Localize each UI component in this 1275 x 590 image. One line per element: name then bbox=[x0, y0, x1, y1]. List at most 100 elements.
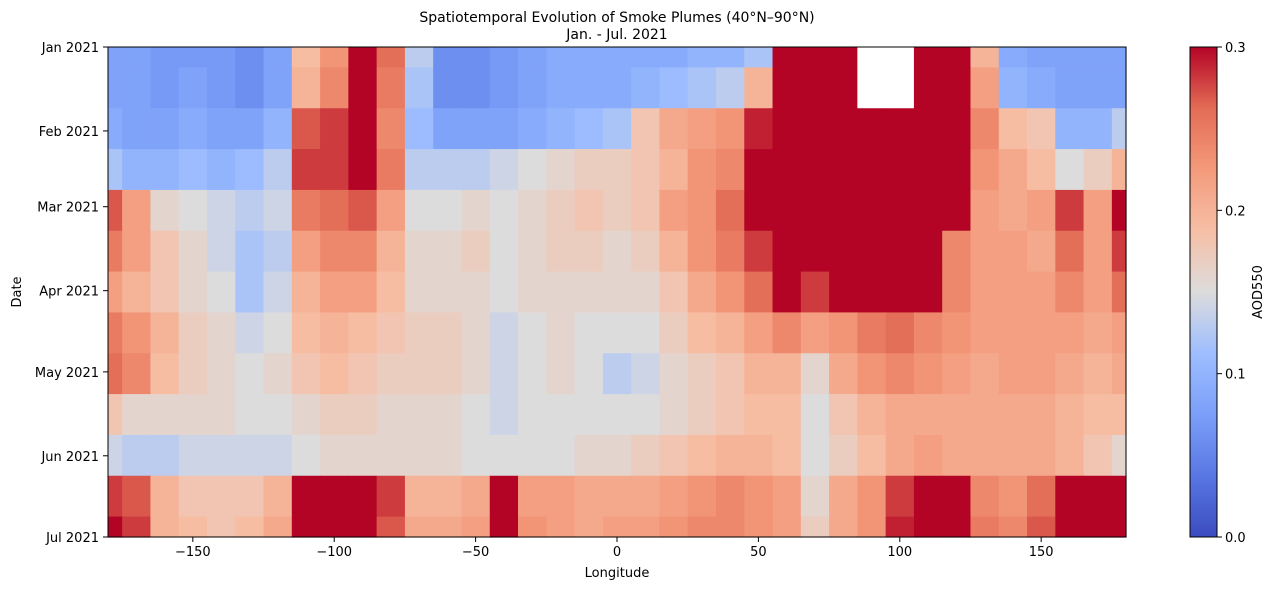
heatmap-cell bbox=[772, 67, 802, 109]
heatmap-cell bbox=[772, 230, 802, 273]
heatmap-cell bbox=[263, 189, 293, 232]
heatmap-cell bbox=[263, 271, 293, 314]
heatmap-cell bbox=[942, 108, 972, 150]
heatmap-cell bbox=[1055, 230, 1085, 273]
heatmap-cell bbox=[122, 67, 152, 109]
heatmap-cell bbox=[235, 353, 265, 395]
heatmap-cell bbox=[461, 271, 491, 314]
heatmap-cell bbox=[574, 230, 604, 273]
heatmap-cell bbox=[772, 353, 802, 395]
heatmap-cell bbox=[829, 434, 858, 477]
heatmap-cell bbox=[942, 434, 972, 477]
heatmap-cell bbox=[178, 434, 208, 477]
heatmap-cell bbox=[235, 230, 265, 273]
heatmap-cell bbox=[150, 353, 180, 395]
x-tick-label: −150 bbox=[175, 545, 211, 560]
heatmap-cell bbox=[631, 47, 661, 69]
heatmap-cell bbox=[489, 108, 519, 150]
heatmap-cell bbox=[942, 475, 972, 518]
heatmap-cell bbox=[998, 271, 1028, 314]
heatmap-cell bbox=[885, 149, 915, 191]
heatmap-cell bbox=[715, 189, 745, 232]
heatmap-cell bbox=[206, 47, 236, 69]
heatmap-cell bbox=[461, 149, 491, 191]
heatmap-cell bbox=[744, 271, 774, 314]
heatmap-cell bbox=[744, 434, 774, 477]
heatmap-cell bbox=[320, 230, 349, 273]
heatmap-cell bbox=[235, 475, 265, 518]
heatmap-cell bbox=[206, 149, 236, 191]
y-tick-label: Mar 2021 bbox=[37, 201, 99, 216]
heatmap-cell bbox=[574, 47, 604, 69]
heatmap-cell bbox=[744, 312, 774, 354]
heatmap-cell bbox=[518, 394, 547, 436]
heatmap-cell bbox=[631, 149, 661, 191]
heatmap-cell bbox=[574, 516, 604, 538]
heatmap-cell bbox=[1083, 475, 1113, 518]
heatmap-cell bbox=[433, 271, 463, 314]
heatmap-cell bbox=[1027, 434, 1056, 477]
heatmap-cell bbox=[108, 230, 123, 273]
heatmap-cell bbox=[1055, 67, 1085, 109]
heatmap-cell bbox=[108, 312, 123, 354]
heatmap-cell bbox=[659, 230, 689, 273]
heatmap-cell bbox=[1055, 271, 1085, 314]
heatmap-cell bbox=[1027, 230, 1056, 273]
heatmap-cell bbox=[489, 434, 519, 477]
heatmap-cell bbox=[687, 434, 717, 477]
heatmap-cell bbox=[800, 434, 830, 477]
heatmap-cell bbox=[1083, 394, 1113, 436]
heatmap-cell bbox=[602, 189, 632, 232]
heatmap-cell bbox=[376, 67, 406, 109]
heatmap-cell bbox=[970, 230, 1000, 273]
heatmap-cell bbox=[263, 394, 293, 436]
heatmap-cell bbox=[404, 230, 434, 273]
heatmap-cell bbox=[546, 230, 576, 273]
heatmap-cell bbox=[376, 108, 406, 150]
heatmap-cell bbox=[461, 230, 491, 273]
heatmap-cell bbox=[1083, 230, 1113, 273]
heatmap-cell bbox=[320, 67, 349, 109]
heatmap-cell bbox=[1027, 108, 1056, 150]
heatmap-cell bbox=[829, 312, 858, 354]
heatmap-cell bbox=[659, 312, 689, 354]
heatmap-cell bbox=[433, 47, 463, 69]
heatmap-cell bbox=[235, 108, 265, 150]
heatmap-cell bbox=[518, 67, 547, 109]
heatmap-cell bbox=[404, 394, 434, 436]
heatmap-cell bbox=[800, 312, 830, 354]
heatmap-cell bbox=[829, 149, 858, 191]
heatmap-cell bbox=[970, 353, 1000, 395]
heatmap-cell bbox=[150, 108, 180, 150]
heatmap-cell bbox=[998, 516, 1028, 538]
heatmap-cell bbox=[715, 47, 745, 69]
heatmap-cell bbox=[631, 271, 661, 314]
heatmap-cell bbox=[800, 67, 830, 109]
heatmap-cell bbox=[291, 394, 321, 436]
heatmap-cell bbox=[942, 353, 972, 395]
heatmap-cell bbox=[433, 516, 463, 538]
heatmap-cell bbox=[687, 475, 717, 518]
y-axis-ticks: Jan 2021 Feb 2021 Mar 2021 Apr 2021 May 2021… bbox=[35, 41, 108, 546]
heatmap-cell bbox=[744, 394, 774, 436]
colorbar-tick-label: 0.3 bbox=[1225, 41, 1246, 56]
heatmap-cell bbox=[829, 394, 858, 436]
heatmap-cell bbox=[800, 108, 830, 150]
heatmap-cell bbox=[1083, 353, 1113, 395]
heatmap-cell bbox=[150, 516, 180, 538]
heatmap-cell bbox=[206, 516, 236, 538]
heatmap-cell bbox=[489, 312, 519, 354]
heatmap-cell bbox=[518, 516, 547, 538]
heatmap-cell bbox=[178, 149, 208, 191]
heatmap-cell bbox=[178, 67, 208, 109]
heatmap-cell bbox=[206, 230, 236, 273]
heatmap-cell bbox=[998, 149, 1028, 191]
heatmap-cell bbox=[772, 271, 802, 314]
heatmap-cell bbox=[546, 47, 576, 69]
heatmap-cell bbox=[546, 149, 576, 191]
heatmap-cell bbox=[263, 516, 293, 538]
heatmap-cell bbox=[970, 516, 1000, 538]
heatmap-cell bbox=[687, 312, 717, 354]
heatmap-cell bbox=[320, 394, 349, 436]
heatmap-cell bbox=[150, 67, 180, 109]
